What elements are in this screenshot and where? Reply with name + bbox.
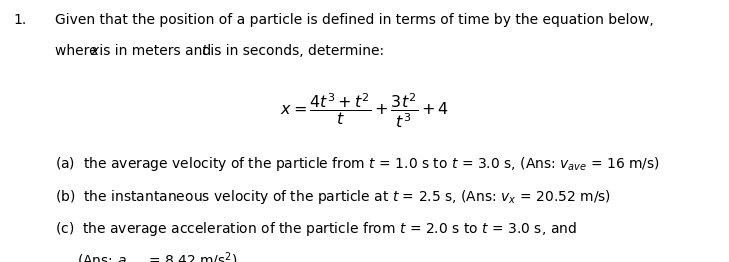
Text: (Ans: $a_{ave}$ = 8.42 m/s$^2$): (Ans: $a_{ave}$ = 8.42 m/s$^2$): [77, 250, 237, 262]
Text: 1.: 1.: [13, 13, 26, 27]
Text: (b)  the instantaneous velocity of the particle at $t$ = 2.5 s, (Ans: $v_x$ = 20: (b) the instantaneous velocity of the pa…: [55, 188, 611, 206]
Text: x: x: [90, 44, 98, 58]
Text: (c)  the average acceleration of the particle from $t$ = 2.0 s to $t$ = 3.0 s, a: (c) the average acceleration of the part…: [55, 220, 577, 238]
Text: Given that the position of a particle is defined in terms of time by the equatio: Given that the position of a particle is…: [55, 13, 653, 27]
Text: $x = \dfrac{4t^3 + t^2}{t} + \dfrac{3t^2}{t^3} + 4$: $x = \dfrac{4t^3 + t^2}{t} + \dfrac{3t^2…: [280, 92, 449, 130]
Text: where: where: [55, 44, 101, 58]
Text: is in meters and: is in meters and: [95, 44, 216, 58]
Text: t: t: [201, 44, 207, 58]
Text: (a)  the average velocity of the particle from $t$ = 1.0 s to $t$ = 3.0 s, (Ans:: (a) the average velocity of the particle…: [55, 155, 660, 173]
Text: is in seconds, determine:: is in seconds, determine:: [206, 44, 384, 58]
